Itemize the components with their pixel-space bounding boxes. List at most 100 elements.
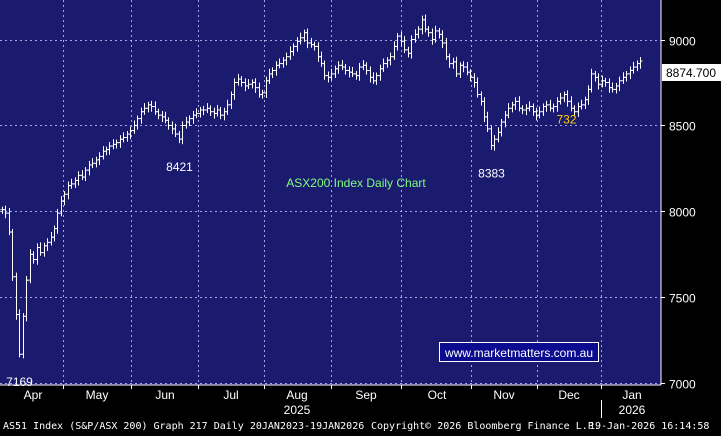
ohlc-bar: [638, 56, 643, 69]
ohlc-bar: [305, 28, 310, 49]
y-tick-label: 8500: [669, 120, 696, 134]
ohlc-bar: [166, 117, 171, 130]
ohlc-bar: [395, 33, 400, 51]
ohlc-bar: [76, 171, 81, 186]
ohlc-bar: [253, 78, 258, 93]
annotation-label: 7169: [6, 375, 33, 389]
ohlc-bar: [537, 106, 542, 119]
ohlc-bar: [121, 132, 126, 143]
ohlc-bar: [513, 97, 518, 110]
watermark-link[interactable]: www.marketmatters.com.au: [439, 342, 599, 362]
ohlc-bar: [426, 26, 431, 37]
ohlc-bar: [558, 92, 563, 105]
ohlc-bar: [329, 68, 334, 81]
x-tick-label: Jul: [223, 388, 238, 402]
ohlc-bar: [69, 178, 74, 189]
plot-area: [0, 0, 661, 385]
ohlc-bar: [506, 103, 511, 119]
y-tick-label: 7500: [669, 292, 696, 306]
ohlc-bar: [454, 56, 459, 77]
annotation-label: 9115: [410, 0, 436, 1]
ohlc-bar: [631, 61, 636, 74]
y-axis-ticks: 7000 7500 8000 8500 9000: [661, 35, 696, 392]
x-axis-panel: [0, 385, 721, 418]
ohlc-bar: [246, 79, 251, 90]
y-tick-label: 8000: [669, 206, 696, 220]
ohlc-bar: [492, 135, 497, 151]
annotation-label: 8421: [166, 160, 193, 174]
ohlc-bar: [114, 139, 119, 149]
ohlc-bar: [357, 62, 362, 81]
ohlc-bar: [440, 30, 445, 49]
ohlc-bar: [572, 105, 577, 116]
ohlc-bar: [180, 121, 185, 145]
ohlc-bar: [388, 52, 393, 66]
ohlc-bar: [260, 89, 265, 99]
ohlc-bar: [31, 251, 36, 264]
ohlc-bar: [135, 115, 140, 130]
ohlc-bar: [128, 126, 133, 140]
x-tick-label: Sep: [355, 388, 377, 402]
footer-center: Copyright© 2026 Bloomberg Finance L.P.: [371, 421, 600, 432]
annotation-label: 8383: [478, 167, 505, 181]
annotations: 7169 8421 9115 732 8383: [6, 0, 577, 389]
last-price-label: 8874.700: [666, 66, 716, 80]
ohlc-bar: [381, 58, 386, 72]
ohlc-bar: [596, 73, 601, 90]
ohlc-bar: [617, 76, 622, 92]
ohlc-bar: [291, 43, 296, 56]
ohlc-bar: [149, 100, 154, 112]
ohlc-bar: [218, 106, 223, 120]
y-tick-label: 9000: [669, 35, 696, 49]
ohlc-bar: [83, 167, 88, 182]
ohlc-bar: [298, 32, 303, 45]
ohlc-bar: [194, 108, 199, 119]
ohlc-bar: [409, 35, 414, 59]
ohlc-bar: [239, 75, 244, 87]
ohlc-bar: [579, 99, 584, 110]
x-axis-ticks: Apr May Jun Jul Aug Sep Oct Nov Dec Jan 2025 2026: [24, 385, 646, 418]
x-tick-label: Jan: [622, 388, 641, 402]
footer-left: AS51 Index (S&P/ASX 200) Graph 217 Daily…: [3, 421, 365, 432]
ohlc-bar: [322, 60, 327, 80]
ohlc-bar: [364, 62, 369, 75]
ohlc-bar: [55, 209, 60, 234]
x-tick-label: Jun: [155, 388, 174, 402]
ohlc-bar: [142, 103, 147, 115]
ohlc-bar: [187, 115, 192, 127]
ohlc-bar: [90, 158, 95, 169]
price-bars: [0, 14, 643, 359]
ohlc-bar: [416, 26, 421, 39]
year-label: 2026: [619, 403, 646, 417]
ohlc-bar: [433, 25, 438, 43]
ohlc-bar: [468, 69, 473, 82]
ohlc-bar: [624, 70, 629, 82]
ohlc-bar: [565, 90, 570, 107]
ohlc-bar: [589, 68, 594, 93]
ohlc-bar: [475, 77, 480, 98]
ohlc-bar: [201, 105, 206, 116]
gridlines: [0, 0, 661, 385]
y-axis-panel: [661, 0, 721, 385]
x-tick-label: Aug: [286, 388, 307, 402]
ohlc-bar: [520, 105, 525, 115]
x-tick-label: Nov: [493, 388, 514, 402]
ohlc-bar: [461, 61, 466, 73]
ohlc-chart: 7000 7500 8000 8500 9000 Apr May Jun Jul Aug Sep O…: [0, 0, 721, 418]
ohlc-bar: [208, 105, 213, 116]
ohlc-bar: [336, 61, 341, 74]
ohlc-bar: [45, 238, 50, 251]
footer-right: 19-Jan-2026 16:14:58: [589, 421, 710, 432]
ohlc-bar: [343, 63, 348, 75]
ohlc-bar: [447, 53, 452, 68]
ohlc-bar: [62, 191, 67, 206]
last-price-box: [662, 64, 721, 81]
year-label: 2025: [284, 403, 311, 417]
ohlc-bar: [544, 100, 549, 112]
ohlc-bar: [38, 242, 43, 256]
x-tick-label: Apr: [24, 388, 43, 402]
footer: AS51 Index (S&P/ASX 200) Graph 217 Daily…: [0, 418, 721, 436]
ohlc-bar: [156, 108, 161, 120]
ohlc-bar: [10, 228, 15, 281]
ohlc-bar: [402, 36, 407, 53]
